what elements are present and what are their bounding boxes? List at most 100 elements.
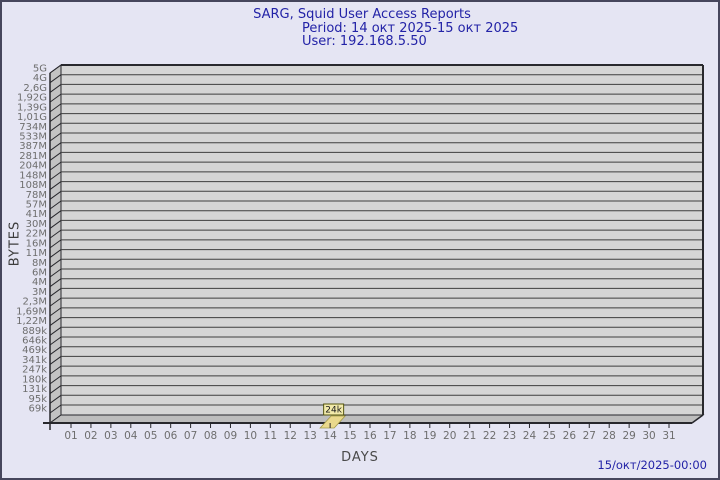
y-tick-label: 4G xyxy=(33,73,47,84)
chart-title-block: SARG, Squid User Access Reports Period: … xyxy=(2,7,718,49)
x-tick-label: 25 xyxy=(543,430,556,442)
y-tick-label: 2,3M xyxy=(22,297,47,308)
y-tick xyxy=(49,268,62,278)
y-tick-label: 30M xyxy=(26,219,47,230)
y-tick xyxy=(49,365,62,375)
y-tick xyxy=(49,317,62,326)
y-tick xyxy=(49,336,62,346)
x-tick-label: 12 xyxy=(284,430,297,442)
x-tick-label: 19 xyxy=(423,430,436,442)
y-tick-label: 69k xyxy=(28,404,47,415)
x-tick-label: 29 xyxy=(622,430,635,442)
y-tick xyxy=(49,297,62,307)
y-tick-label: 16M xyxy=(26,238,47,249)
y-tick-label: 3M xyxy=(32,287,47,298)
y-tick-label: 341k xyxy=(22,355,47,366)
bar-value-label: 24k xyxy=(325,406,342,416)
x-tick-label: 10 xyxy=(244,430,257,442)
x-tick-label: 03 xyxy=(104,430,117,442)
x-tick-label: 21 xyxy=(463,430,476,442)
y-tick xyxy=(49,239,62,249)
y-tick xyxy=(49,74,62,84)
y-tick xyxy=(49,249,62,258)
y-tick xyxy=(49,161,62,171)
frame-corner-diagonal xyxy=(691,414,704,424)
floor-3d xyxy=(48,414,705,424)
y-tick xyxy=(49,64,62,74)
y-tick xyxy=(49,229,62,239)
y-tick xyxy=(49,375,62,385)
x-tick-label: 31 xyxy=(662,430,675,442)
y-tick xyxy=(49,103,62,113)
y-tick xyxy=(49,93,62,103)
x-tick-label: 16 xyxy=(363,430,377,442)
x-tick-label: 22 xyxy=(483,430,496,442)
x-tick-label: 28 xyxy=(603,430,616,442)
y-tick xyxy=(49,385,62,394)
y-tick-label: 204M xyxy=(19,161,47,172)
y-tick-label: 108M xyxy=(19,180,47,191)
y-axis-title: BYTES xyxy=(7,220,23,267)
x-tick-label: 14 xyxy=(323,430,337,442)
y-tick xyxy=(49,404,62,414)
y-tick-label: 11M xyxy=(26,248,47,259)
y-tick-label: 889k xyxy=(22,326,47,337)
y-tick-label: 734M xyxy=(19,122,47,133)
bar-value-box xyxy=(323,403,345,416)
y-tick-label: 533M xyxy=(19,132,47,143)
y-tick xyxy=(49,326,62,336)
y-tick xyxy=(49,84,62,93)
x-tick-label: 05 xyxy=(144,430,157,442)
x-tick-label: 02 xyxy=(84,430,97,442)
y-tick-label: 1,01G xyxy=(17,112,47,123)
y-tick-label: 8M xyxy=(32,258,47,269)
y-tick-label: 95k xyxy=(28,394,47,405)
chart-user: User: 192.168.5.50 xyxy=(302,34,427,49)
x-tick-label: 15 xyxy=(343,430,356,442)
y-tick-label: 4M xyxy=(32,277,47,288)
y-tick xyxy=(49,122,62,132)
x-tick-label: 06 xyxy=(164,430,178,442)
y-tick-label: 131k xyxy=(22,384,47,395)
y-tick xyxy=(49,278,62,288)
y-tick xyxy=(49,132,62,142)
x-tick-label: 20 xyxy=(443,430,456,442)
y-tick-label: 469k xyxy=(22,345,47,356)
y-tick-label: 22M xyxy=(26,229,47,240)
y-tick-label: 387M xyxy=(19,141,47,152)
y-tick-label: 57M xyxy=(26,200,47,211)
y-tick-label: 1,39G xyxy=(17,102,47,113)
x-tick-label: 09 xyxy=(224,430,237,442)
x-tick-label: 27 xyxy=(583,430,596,442)
y-tick-label: 1,69M xyxy=(16,306,47,317)
y-tick xyxy=(49,171,62,181)
generation-timestamp: 15/окт/2025-00:00 xyxy=(597,458,707,472)
x-tick-label: 30 xyxy=(642,430,655,442)
y-tick-label: 2,6G xyxy=(23,83,47,94)
y-tick-label: 1,92G xyxy=(17,93,47,104)
x-tick-label: 17 xyxy=(383,430,396,442)
y-tick xyxy=(49,181,62,190)
chart-title: SARG, Squid User Access Reports xyxy=(253,7,471,22)
x-tick-label: 08 xyxy=(204,430,217,442)
y-tick-label: 78M xyxy=(26,190,47,201)
x-tick-label: 01 xyxy=(64,430,77,442)
y-tick xyxy=(49,142,62,152)
y-tick-label: 247k xyxy=(22,365,47,376)
y-tick xyxy=(49,113,62,122)
y-tick xyxy=(49,220,62,229)
y-tick xyxy=(49,346,62,356)
y-tick xyxy=(49,258,62,268)
y-tick-label: 5G xyxy=(33,64,47,75)
y-tick-label: 41M xyxy=(26,209,47,220)
y-tick-label: 646k xyxy=(22,336,47,347)
y-tick-label: 6M xyxy=(32,268,47,279)
y-tick xyxy=(49,200,62,210)
chart-period: Period: 14 окт 2025-15 окт 2025 xyxy=(302,20,519,36)
bar-day-14 xyxy=(319,415,347,429)
x-tick-label: 07 xyxy=(184,430,197,442)
x-tick-label: 13 xyxy=(304,430,317,442)
x-tick-label: 26 xyxy=(563,430,577,442)
x-tick-label: 04 xyxy=(124,430,138,442)
